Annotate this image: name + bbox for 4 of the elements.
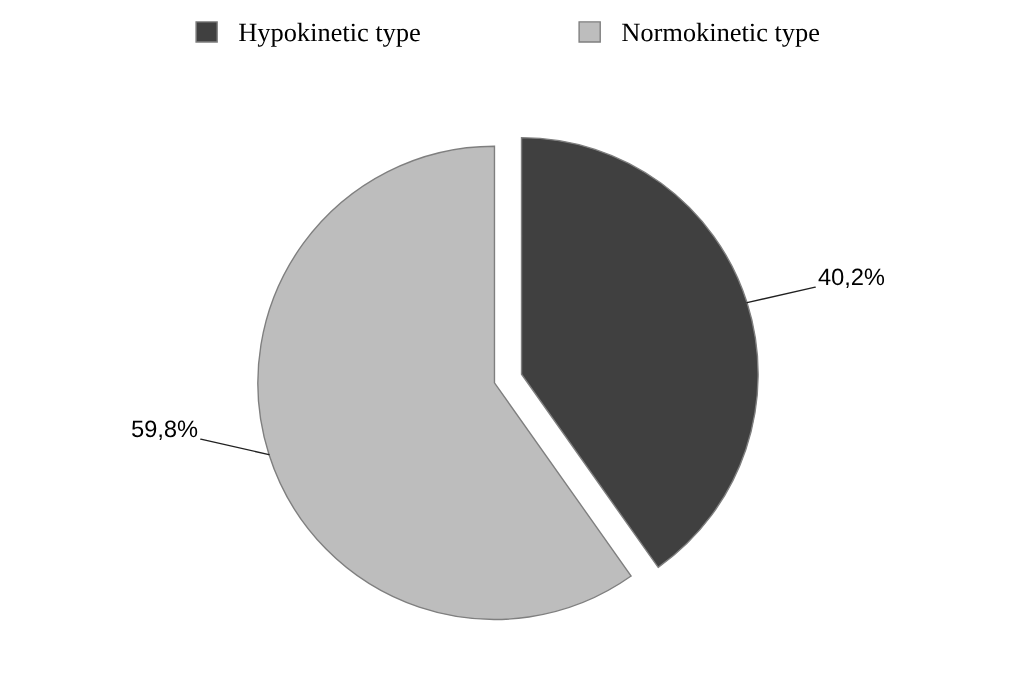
legend-label: Hypokinetic type — [239, 22, 420, 47]
data-label: 40,2% — [818, 268, 885, 289]
data-label: 59,8% — [132, 420, 198, 441]
legend-label: Normokinetic type — [622, 22, 820, 47]
